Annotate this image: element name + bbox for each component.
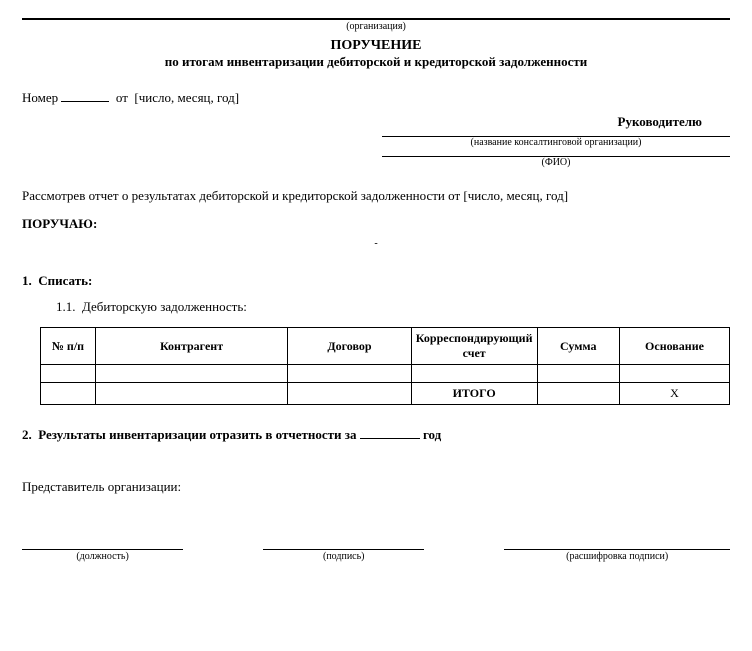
review-date: [число, месяц, год] bbox=[463, 188, 568, 203]
org-line bbox=[22, 18, 730, 20]
number-row: Номер от [число, месяц, год] bbox=[22, 88, 730, 106]
sec1-num: 1. bbox=[22, 273, 32, 288]
sec2-num: 2. bbox=[22, 427, 32, 442]
order-word: ПОРУЧАЮ: bbox=[22, 216, 730, 232]
number-blank[interactable] bbox=[61, 88, 109, 102]
sign-decrypt: (расшифровка подписи) bbox=[504, 549, 730, 562]
table-row bbox=[41, 365, 730, 383]
section-1: 1. Списать: bbox=[22, 273, 730, 289]
table-header-row: № п/пКонтрагентДоговорКорреспондирующий … bbox=[41, 328, 730, 365]
table-total-cell: Х bbox=[619, 383, 729, 405]
addressee-block: Руководителю (название консалтинговой ор… bbox=[382, 114, 730, 168]
table-cell[interactable] bbox=[537, 365, 619, 383]
table-total-row: ИТОГО Х bbox=[41, 383, 730, 405]
debt-table: № п/пКонтрагентДоговорКорреспондирующий … bbox=[40, 327, 730, 405]
number-label: Номер bbox=[22, 90, 58, 105]
dash-separator: - bbox=[22, 238, 730, 249]
table-col-header: Договор bbox=[288, 328, 412, 365]
signature-caption: (подпись) bbox=[263, 551, 424, 562]
table-col-header: Контрагент bbox=[95, 328, 287, 365]
position-caption: (должность) bbox=[22, 551, 183, 562]
consult-caption: (название консалтинговой организации) bbox=[382, 137, 730, 148]
fio-caption: (ФИО) bbox=[382, 157, 730, 168]
section-2: 2. Результаты инвентаризации отразить в … bbox=[22, 425, 730, 443]
org-caption: (организация) bbox=[22, 21, 730, 32]
year-blank[interactable] bbox=[360, 425, 420, 439]
to-label: Руководителю bbox=[382, 114, 730, 130]
from-label: от bbox=[116, 90, 128, 105]
section-1-1: 1.1. Дебиторскую задолженность: bbox=[56, 299, 730, 315]
decrypt-line[interactable] bbox=[504, 549, 730, 550]
signature-line[interactable] bbox=[263, 549, 424, 550]
representative-label: Представитель организации: bbox=[22, 479, 730, 495]
date-placeholder: [число, месяц, год] bbox=[134, 90, 239, 105]
table-total-cell bbox=[288, 383, 412, 405]
table-col-header: Сумма bbox=[537, 328, 619, 365]
sign-signature: (подпись) bbox=[263, 549, 424, 562]
table-total-cell bbox=[95, 383, 287, 405]
doc-subtitle: по итогам инвентаризации дебиторской и к… bbox=[22, 54, 730, 70]
table-col-header: № п/п bbox=[41, 328, 96, 365]
position-line[interactable] bbox=[22, 549, 183, 550]
table-col-header: Основание bbox=[619, 328, 729, 365]
sec2-suffix: год bbox=[420, 427, 442, 442]
review-prefix: Рассмотрев отчет о результатах дебиторск… bbox=[22, 188, 463, 203]
decrypt-caption: (расшифровка подписи) bbox=[504, 551, 730, 562]
sec2-prefix: Результаты инвентаризации отразить в отч… bbox=[38, 427, 359, 442]
table-total-cell bbox=[537, 383, 619, 405]
table-cell[interactable] bbox=[95, 365, 287, 383]
table-total-cell: ИТОГО bbox=[411, 383, 537, 405]
table-cell[interactable] bbox=[619, 365, 729, 383]
sec11-num: 1.1. bbox=[56, 299, 76, 314]
table-col-header: Корреспондирующий счет bbox=[411, 328, 537, 365]
table-cell[interactable] bbox=[41, 365, 96, 383]
sec11-label: Дебиторскую задолженность: bbox=[82, 299, 247, 314]
signature-row: (должность) (подпись) (расшифровка подпи… bbox=[22, 549, 730, 562]
table-cell[interactable] bbox=[288, 365, 412, 383]
sec1-label: Списать: bbox=[38, 273, 92, 288]
table-cell[interactable] bbox=[411, 365, 537, 383]
doc-title: ПОРУЧЕНИЕ bbox=[22, 38, 730, 54]
sign-position: (должность) bbox=[22, 549, 183, 562]
table-total-cell bbox=[41, 383, 96, 405]
review-paragraph: Рассмотрев отчет о результатах дебиторск… bbox=[22, 188, 730, 204]
